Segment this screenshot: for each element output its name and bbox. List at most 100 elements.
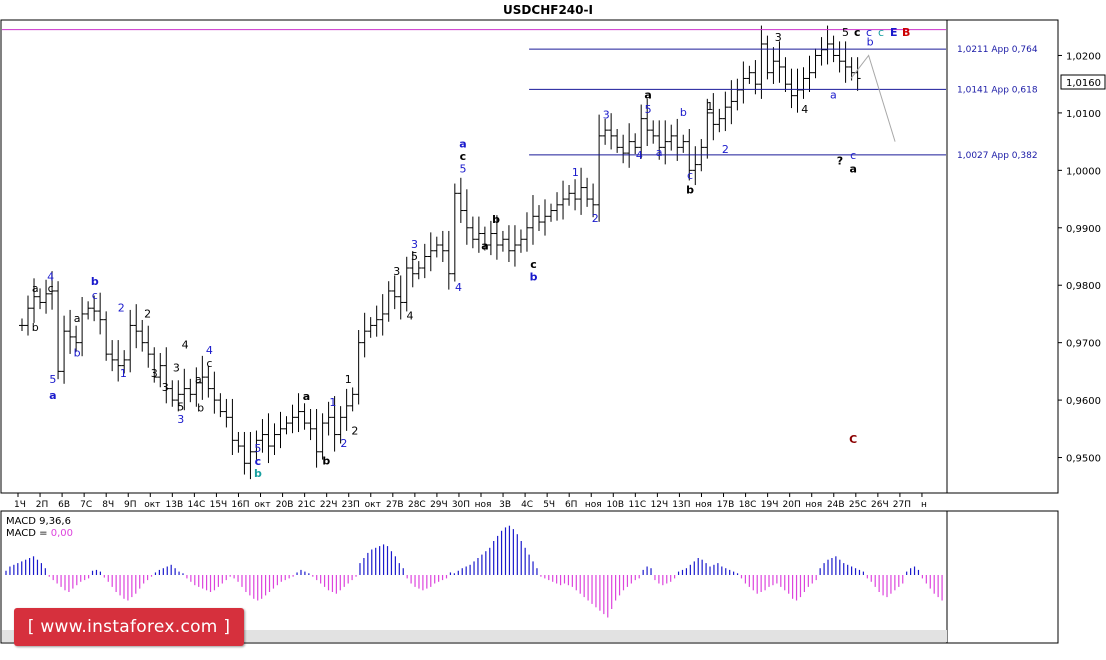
time-tick-label: ноя — [475, 500, 492, 510]
wave-label: 2 — [351, 425, 358, 438]
wave-label: ? — [837, 155, 843, 168]
price-tick-label: 1,0200 — [1066, 51, 1101, 62]
time-tick-label: 14С — [188, 500, 206, 510]
time-tick-label: 27П — [893, 500, 911, 510]
time-tick-label: ноя — [585, 500, 602, 510]
top-wave-label: c — [866, 26, 872, 39]
wave-label: 3 — [162, 381, 169, 394]
time-tick-label: 6В — [58, 500, 70, 510]
wave-label: 4 — [636, 149, 643, 162]
wave-label: 3 — [173, 361, 180, 374]
macd-value-label: MACD = 0,00 — [6, 528, 73, 539]
wave-label: 4 — [407, 310, 414, 323]
fib-level-label: 1,0211 App 0,764 — [957, 45, 1038, 55]
time-tick-label: 13П — [672, 500, 690, 510]
time-tick-label: ноя — [695, 500, 712, 510]
wave-label: b — [254, 467, 262, 480]
time-tick-label: 12Ч — [651, 500, 669, 510]
forecast-path — [850, 54, 896, 142]
wave-label: 3 — [151, 367, 158, 380]
current-price-tag — [1060, 74, 1106, 90]
wave-label: a — [656, 146, 663, 159]
wave-label: a — [459, 137, 466, 150]
wave-label: 5 — [459, 163, 466, 176]
time-tick-label: 24В — [827, 500, 845, 510]
wave-label: 3 — [603, 109, 610, 122]
wave-label: b — [74, 346, 81, 359]
macd-title: MACD 9,36,6 — [6, 516, 71, 527]
wave-label: 3 — [393, 265, 400, 278]
time-tick-label: 11С — [628, 500, 646, 510]
logo-text: [ www.instaforex.com ] — [27, 617, 231, 637]
price-tick-label: 0,9800 — [1066, 281, 1101, 292]
time-tick-label: 5Ч — [543, 500, 555, 510]
time-tick-label: ноя — [805, 500, 822, 510]
time-tick-label: 8Ч — [102, 500, 114, 510]
wave-label: a — [49, 389, 56, 402]
wave-label: 1 — [329, 396, 336, 409]
wave-label: 4 — [47, 271, 54, 284]
time-tick-label: 26Ч — [871, 500, 889, 510]
time-tick-label: н — [921, 500, 927, 510]
wave-label: b — [322, 454, 330, 467]
wave-label: c — [48, 282, 54, 295]
wave-label: 2 — [340, 437, 347, 450]
instaforex-logo[interactable]: [ www.instaforex.com ] — [14, 608, 244, 646]
wave-label: 5 — [177, 400, 184, 413]
time-tick-label: 18С — [739, 500, 757, 510]
top-wave-label: c — [854, 26, 861, 39]
macd-axis-frame — [946, 510, 1059, 644]
time-tick-label: окт — [365, 500, 381, 510]
time-tick-label: 19Ч — [761, 500, 779, 510]
time-tick-label: 4С — [521, 500, 533, 510]
time-tick-label: 22Ч — [320, 500, 338, 510]
top-wave-label: 5 — [842, 26, 849, 39]
time-tick-label: 3В — [499, 500, 511, 510]
time-tick-label: 25С — [849, 500, 867, 510]
wave-label: a — [32, 282, 39, 295]
wave-label: 2 — [592, 212, 599, 225]
chart-title: USDCHF240-I — [503, 3, 593, 17]
time-tick-label: 13В — [166, 500, 184, 510]
wave-label: 5 — [411, 250, 418, 263]
wave-label: b — [680, 106, 687, 119]
wave-label: c — [460, 150, 467, 163]
wave-label: 1 — [706, 100, 713, 113]
forecast-wave-label: b — [867, 35, 874, 48]
wave-label: 4 — [206, 344, 213, 357]
wave-label: 3 — [775, 31, 782, 44]
wave-label: b — [530, 271, 538, 284]
wave-label: c — [530, 258, 537, 271]
price-tick-label: 0,9700 — [1066, 339, 1101, 350]
wave-label: 5 — [645, 103, 652, 116]
time-tick-label: 7С — [80, 500, 92, 510]
price-tick-label: 1,0100 — [1066, 109, 1101, 120]
wave-label: a — [849, 163, 856, 176]
wave-label: c — [255, 455, 262, 468]
wave-label: b — [91, 275, 99, 288]
wave-label: c — [687, 169, 693, 182]
time-tick-label: 28С — [408, 500, 426, 510]
price-tick-label: 0,9600 — [1066, 396, 1101, 407]
time-tick-label: 6П — [565, 500, 578, 510]
wave-label: b — [32, 321, 39, 334]
top-wave-label: B — [902, 26, 910, 39]
time-tick-label: 2П — [36, 500, 49, 510]
wave-label: b — [492, 213, 500, 226]
wave-label: 1 — [572, 166, 579, 179]
time-tick-label: 17В — [717, 500, 735, 510]
wave-label: 2 — [722, 143, 729, 156]
wave-label: 3 — [177, 413, 184, 426]
price-axis-frame — [946, 19, 1059, 494]
wave-label: a — [481, 240, 488, 253]
time-tick-label: 29Ч — [430, 500, 448, 510]
price-tick-label: 1,0000 — [1066, 166, 1101, 177]
wave-label: c — [850, 149, 856, 162]
macd-value: 0,00 — [51, 528, 73, 539]
top-wave-label: c — [878, 26, 884, 39]
wave-label: C — [849, 433, 857, 446]
wave-label: 3 — [411, 238, 418, 251]
wave-label: 2 — [144, 307, 151, 320]
time-tick-label: 20П — [783, 500, 801, 510]
wave-label: 4 — [182, 338, 189, 351]
